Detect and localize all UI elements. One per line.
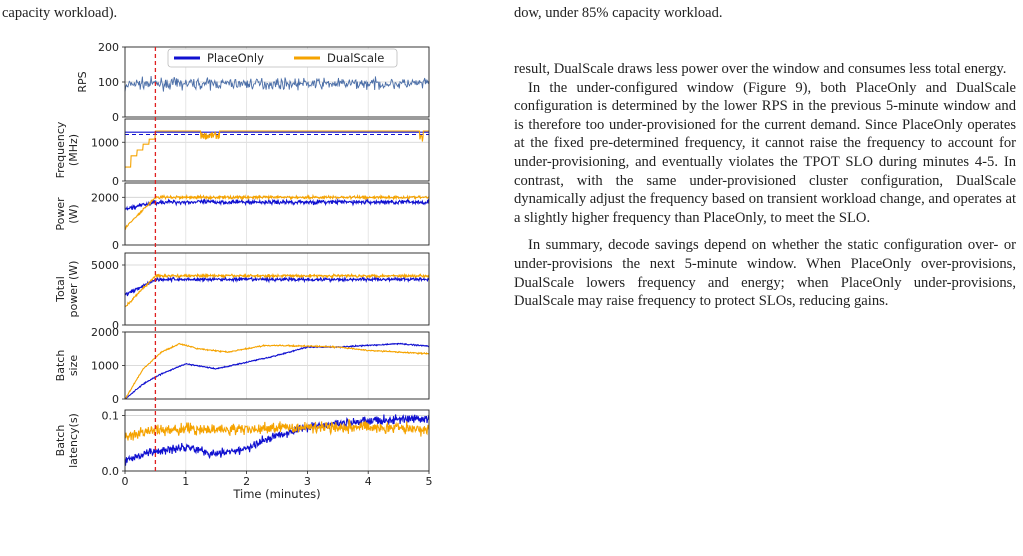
legend-label-PlaceOnly: PlaceOnly	[207, 51, 264, 65]
body-text: result, DualScale draws less power over …	[514, 60, 1016, 311]
series-DualScale	[124, 418, 430, 441]
y-tick-label: 0	[112, 175, 119, 188]
y-axis-label: Batch	[54, 350, 67, 382]
y-tick-label: 200	[98, 41, 119, 54]
y-tick-label: 0.0	[102, 465, 120, 478]
y-axis-label: (MHz)	[67, 134, 80, 166]
panel-4: 0 1000 2000 Batch size	[54, 326, 430, 406]
x-tick-label: 3	[304, 475, 311, 488]
y-tick-label: 0	[112, 393, 119, 406]
x-tick-label: 1	[182, 475, 189, 488]
figure-caption-right: dow, under 85% capacity workload.	[514, 5, 723, 21]
y-tick-label: 0	[112, 319, 119, 332]
series-PlaceOnly	[124, 342, 430, 400]
legend-label-DualScale: DualScale	[327, 51, 384, 65]
y-axis-label: (W)	[67, 204, 80, 223]
y-axis-label: Total	[54, 276, 67, 303]
y-axis-label: Frequency	[54, 121, 67, 178]
panel-3: 0 5000 Total power (W)	[54, 252, 430, 332]
y-axis-label: latency(s)	[67, 413, 80, 468]
y-tick-label: 5000	[91, 259, 119, 272]
series-DualScale	[124, 193, 430, 230]
panel-frame	[124, 46, 430, 118]
y-axis-label: RPS	[76, 71, 89, 92]
x-tick-label: 5	[426, 475, 433, 488]
series-PlaceOnly	[124, 275, 430, 297]
panel-0: 0 100 200 RPS	[76, 41, 430, 124]
y-tick-label: 1000	[91, 360, 119, 373]
panel-2: 0 2000 Power (W)	[54, 182, 430, 252]
panel-frame	[124, 252, 430, 326]
y-tick-label: 2000	[91, 191, 119, 204]
legend: PlaceOnly DualScale	[167, 48, 398, 68]
paragraph-2: In the under-configured window (Figure 9…	[514, 79, 1016, 226]
y-tick-label: 0	[112, 239, 119, 252]
y-tick-label: 0.1	[102, 410, 120, 423]
panel-5: 0.0 0.1 Batch latency(s)	[54, 409, 430, 478]
y-axis-label: Power	[54, 197, 67, 231]
paragraph-1: result, DualScale draws less power over …	[514, 61, 1007, 77]
x-tick-label: 4	[365, 475, 372, 488]
y-tick-label: 0	[112, 111, 119, 124]
series-DualScale	[124, 272, 430, 308]
y-axis-label: Batch	[54, 425, 67, 457]
series-DualScale	[125, 130, 429, 168]
y-axis-label: power (W)	[67, 261, 80, 318]
paragraph-3: In summary, decode savings depend on whe…	[514, 237, 1016, 310]
y-tick-label: 2000	[91, 326, 119, 339]
panel-frame	[124, 118, 430, 182]
panel-frame	[124, 409, 430, 472]
panel-frame	[124, 182, 430, 246]
figure-caption-left: capacity workload).	[2, 5, 118, 21]
panel-1: 0 1000 Frequency (MHz)	[54, 118, 430, 188]
y-tick-label: 100	[98, 76, 119, 89]
series-PlaceOnly	[124, 197, 430, 211]
y-axis-label: size	[67, 355, 80, 377]
x-tick-label: 0	[122, 475, 129, 488]
x-tick-label: 2	[243, 475, 250, 488]
series-PlaceOnly	[124, 414, 430, 466]
x-axis-label: Time (minutes)	[232, 487, 320, 501]
series-DualScale	[124, 342, 430, 400]
legend-box	[167, 48, 398, 68]
panel-frame	[124, 331, 430, 400]
y-tick-label: 1000	[91, 136, 119, 149]
series-RPS	[124, 75, 430, 92]
